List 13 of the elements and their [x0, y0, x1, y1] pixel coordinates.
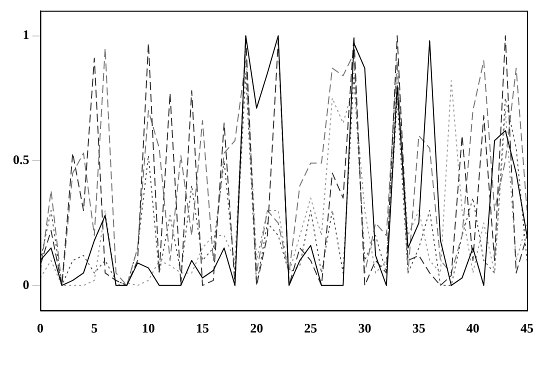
x-tick-label: 10	[142, 320, 155, 336]
x-tick-label: 30	[358, 320, 372, 336]
x-tick-label: 35	[412, 320, 426, 336]
y-tick-label: 0.5	[13, 152, 30, 167]
y-tick-label: 0	[22, 276, 30, 292]
x-tick-label: 0	[37, 320, 44, 336]
x-tick-label: 15	[196, 320, 210, 336]
x-tick-label: 25	[304, 320, 318, 336]
x-tick-label: 20	[250, 320, 264, 336]
x-tick-label: 40	[466, 320, 480, 336]
x-tick-label: 45	[520, 320, 534, 336]
y-tick-label: 1	[22, 27, 30, 42]
x-tick-label: 5	[91, 320, 98, 336]
